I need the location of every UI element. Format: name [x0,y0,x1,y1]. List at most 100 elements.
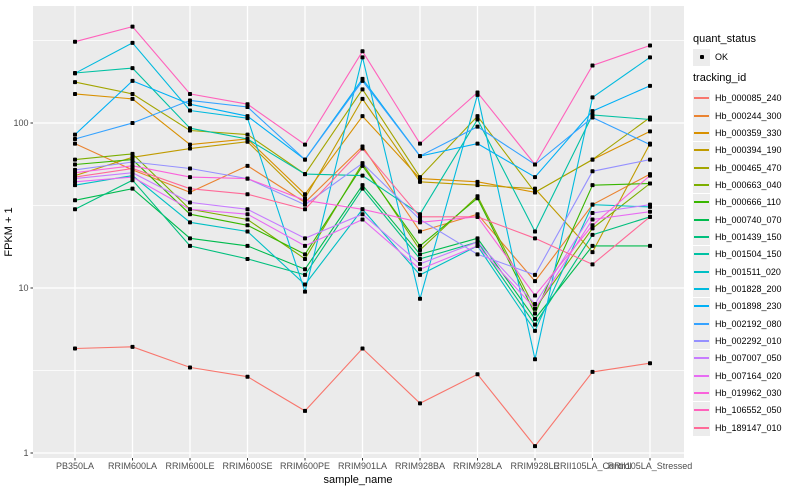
data-point [188,108,192,113]
data-point [360,161,365,166]
data-point [245,256,250,261]
data-point [418,401,422,406]
legend-item-label: Hb_019962_030 [715,387,782,398]
legend-item-Hb_002192_080: Hb_002192_080 [693,315,782,333]
data-point [590,157,595,162]
line-swatch-icon [694,253,709,256]
data-point [533,311,537,316]
data-point [418,229,422,234]
data-point [130,170,135,175]
legend-key [693,263,710,281]
data-point [418,296,422,301]
data-point [533,186,537,191]
data-point [245,212,250,217]
data-point [418,261,422,266]
data-point [533,444,537,449]
legend-item-label: Hb_106552_050 [715,405,782,416]
legend-key [693,141,710,159]
data-point [360,114,365,119]
data-point [303,157,307,162]
data-point [303,252,307,257]
data-point [188,175,192,180]
legend-key [693,228,710,246]
data-point [533,162,537,167]
data-point [475,252,480,257]
legend-item-label: Hb_001439_150 [715,231,782,242]
legend-item-label: OK [715,52,729,62]
data-point [590,109,595,114]
legend-item-Hb_000465_470: Hb_000465_470 [693,159,782,177]
data-point [360,183,365,188]
data-point [73,39,77,44]
legend-key [693,297,710,315]
data-point [418,252,422,257]
data-point [245,114,250,119]
line-swatch-icon [694,183,709,186]
line-swatch-icon [694,391,709,394]
legend-item-Hb_000244_300: Hb_000244_300 [693,107,782,125]
data-point [590,169,595,174]
data-point [418,267,422,272]
data-point [475,214,480,219]
legend-item-label: Hb_000465_470 [715,162,782,173]
data-point [590,232,595,237]
data-point [245,102,250,107]
legend-key [693,107,710,125]
data-point [360,146,365,151]
data-point [130,78,135,83]
data-point [245,223,250,228]
line-swatch-icon [694,218,709,221]
data-point [73,207,77,212]
line-swatch-icon [694,270,709,273]
data-point [130,344,135,349]
data-point [130,160,135,165]
data-point [73,80,77,85]
data-point [418,220,422,225]
line-swatch-icon [694,97,709,100]
x-tick-label: RRII105LA_Control [553,461,631,471]
line-swatch-icon [694,339,709,342]
data-point [130,166,135,171]
line-swatch-icon [694,305,709,308]
data-point [360,78,365,83]
data-point [418,214,422,219]
y-tick-label: 10 [18,283,28,293]
legend-key [693,349,710,367]
data-point [303,172,307,177]
y-axis-title: FPKM + 1 [3,207,15,257]
data-point [590,262,595,267]
data-point [303,202,307,207]
legend-item-label: Hb_007164_020 [715,370,782,381]
data-point [533,357,537,362]
data-point [590,183,595,188]
line-swatch-icon [694,426,709,429]
legend-item-label: Hb_000663_040 [715,179,782,190]
data-point [303,192,307,197]
data-point [360,217,365,222]
data-point [475,90,480,95]
data-point [533,229,537,234]
data-point [590,210,595,215]
data-point [303,267,307,272]
data-point [73,198,77,203]
data-point [648,43,652,48]
data-point [648,243,652,248]
data-point [360,49,365,54]
data-point [418,141,422,146]
line-swatch-icon [694,149,709,152]
legend-key [693,124,710,142]
legend-key [693,315,710,333]
data-point [130,186,135,191]
data-point [648,55,652,60]
data-point [590,95,595,100]
data-point [590,369,595,374]
data-point [590,243,595,248]
legend-item-Hb_189147_010: Hb_189147_010 [693,419,782,437]
data-point [245,192,250,197]
data-point [418,179,422,184]
data-point [188,236,192,241]
data-point [303,289,307,294]
data-point [130,24,135,29]
legend-item-Hb_001504_150: Hb_001504_150 [693,245,782,263]
line-swatch-icon [694,357,709,360]
